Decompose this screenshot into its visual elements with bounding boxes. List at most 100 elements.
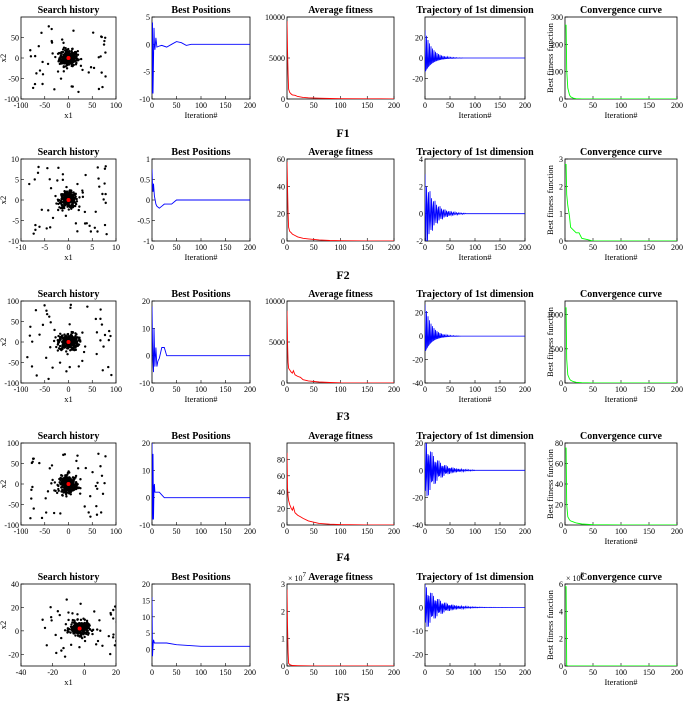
search-point xyxy=(67,47,70,51)
search-point xyxy=(76,182,79,186)
x-tick-label: 200 xyxy=(519,668,531,677)
search-point xyxy=(72,29,75,32)
search-point xyxy=(87,71,90,74)
search-point xyxy=(63,629,67,632)
search-point xyxy=(32,232,35,235)
x-tick-label: 200 xyxy=(671,385,683,394)
search-point xyxy=(107,365,110,369)
plot-frame xyxy=(424,158,526,242)
search-point xyxy=(70,481,74,485)
y-tick-label: 60 xyxy=(555,460,563,469)
x-tick-label: 100 xyxy=(469,101,481,110)
search-point xyxy=(100,71,103,74)
search-point xyxy=(99,55,102,58)
search-point xyxy=(56,349,60,352)
y-tick-label: 20 xyxy=(277,210,285,219)
search-point xyxy=(75,200,79,203)
x-tick-label: 50 xyxy=(446,101,454,110)
search-point xyxy=(83,628,86,632)
x-tick-label: 0 xyxy=(67,527,71,536)
panel-title: Convergence curve xyxy=(580,5,662,16)
plot-frame xyxy=(286,583,395,667)
search-point xyxy=(62,57,65,60)
y-tick-label: -50 xyxy=(8,75,19,84)
x-axis-label: Iteration# xyxy=(458,394,492,404)
y-tick-label: -50 xyxy=(8,359,19,368)
search-point xyxy=(51,366,54,369)
search-point xyxy=(44,356,48,360)
search-point xyxy=(70,54,74,57)
search-point xyxy=(101,369,104,372)
x-tick-label: 50 xyxy=(88,527,96,536)
x-tick-label: 150 xyxy=(643,668,655,677)
search-point xyxy=(81,625,85,629)
search-point xyxy=(79,57,83,61)
panel-f5-avgfit: Average fitness× 107 0 50 100 150 200 0 1 2 3 xyxy=(281,571,400,677)
search-point xyxy=(48,467,51,470)
search-point xyxy=(70,189,73,192)
search-point xyxy=(58,58,61,61)
x-tick-label: 150 xyxy=(220,527,232,536)
search-point xyxy=(72,478,76,482)
y-tick-label: 200 xyxy=(551,40,563,49)
x-tick-label: 50 xyxy=(310,243,318,252)
y-tick-label: 15 xyxy=(142,596,150,605)
search-point xyxy=(46,490,50,493)
y-tick-label: 40 xyxy=(555,480,563,489)
plot-frame xyxy=(564,16,678,100)
y-tick-label: 0 xyxy=(559,95,563,104)
x-axis-label: x1 xyxy=(64,677,73,687)
x-tick-label: 0 xyxy=(285,101,289,110)
search-point xyxy=(78,492,82,495)
search-point xyxy=(64,484,67,487)
search-point xyxy=(50,619,53,622)
search-point xyxy=(81,191,84,194)
search-point xyxy=(77,58,80,61)
average-fitness-line xyxy=(287,452,394,525)
search-point xyxy=(79,632,82,635)
search-point xyxy=(73,50,77,54)
search-point xyxy=(81,189,84,192)
search-point xyxy=(76,344,79,347)
x-tick-label: 0 xyxy=(423,101,427,110)
search-point xyxy=(41,73,45,76)
x-tick-label: 200 xyxy=(388,527,400,536)
search-point xyxy=(61,494,64,497)
x-tick-label: 150 xyxy=(643,243,655,252)
search-point xyxy=(78,336,81,339)
plot-frame xyxy=(564,158,678,242)
search-point xyxy=(64,214,68,218)
plot-area xyxy=(565,307,677,383)
search-point xyxy=(75,459,78,463)
y-tick-label: 40 xyxy=(277,182,285,191)
search-point xyxy=(55,345,58,349)
search-point xyxy=(35,72,38,75)
search-point xyxy=(47,209,50,212)
search-point xyxy=(63,203,66,206)
search-point xyxy=(65,63,69,67)
y-tick-label: -5 xyxy=(12,217,19,226)
search-point xyxy=(66,333,69,336)
search-point xyxy=(66,202,70,206)
search-point xyxy=(76,634,80,637)
search-point xyxy=(103,167,107,170)
search-point xyxy=(63,206,66,210)
x-axis-label: Iteration# xyxy=(604,536,638,546)
search-point xyxy=(49,346,52,349)
y-tick-label: -1 xyxy=(143,237,150,246)
y-tick-label: 2 xyxy=(559,635,563,644)
search-point xyxy=(64,52,67,55)
search-point xyxy=(62,646,65,650)
trajectory-line xyxy=(425,304,525,351)
panel-f2-bestpos: Best Positions 0 50 100 150 200 -1 -0.5 0 0.5 1 Ite… xyxy=(137,147,256,262)
x-tick-label: 50 xyxy=(589,527,597,536)
search-point xyxy=(113,605,116,608)
search-point xyxy=(91,632,94,636)
y-tick-label: 20 xyxy=(142,580,150,589)
search-point xyxy=(105,232,108,236)
search-point xyxy=(66,191,70,195)
search-point xyxy=(89,230,93,233)
search-point xyxy=(50,482,53,485)
search-point xyxy=(89,66,93,69)
